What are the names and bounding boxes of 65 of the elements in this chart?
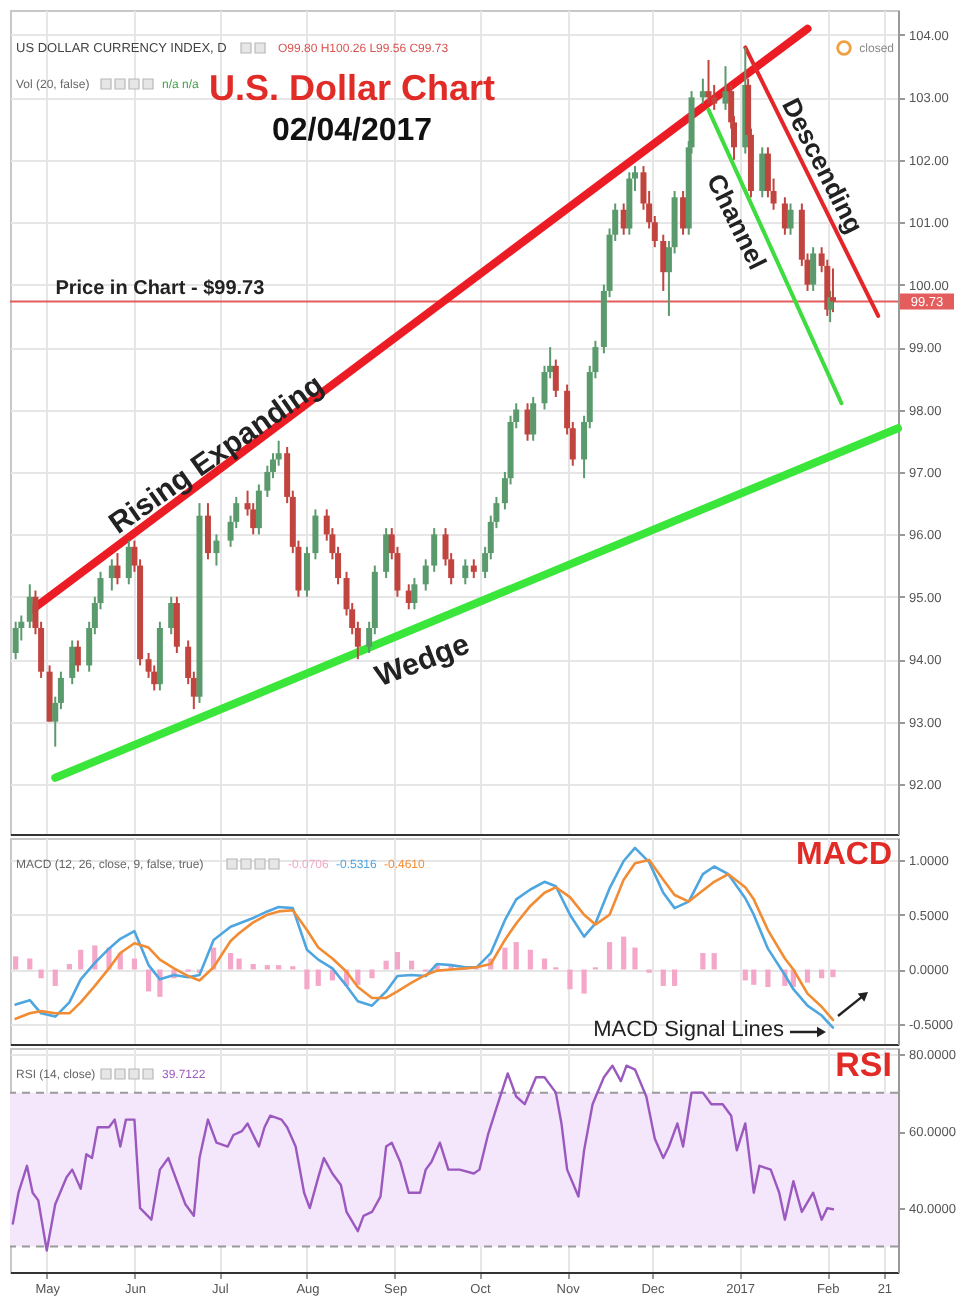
candlestick xyxy=(312,508,319,561)
candlestick xyxy=(422,558,429,592)
candlestick xyxy=(411,577,418,611)
bar xyxy=(819,969,825,979)
bar xyxy=(304,969,310,990)
annotation: MACD Signal Lines xyxy=(593,1018,785,1042)
bar xyxy=(671,969,678,986)
candlestick xyxy=(705,58,712,105)
bar xyxy=(315,969,321,986)
candlestick xyxy=(462,558,469,586)
bar xyxy=(632,947,638,970)
text: 02/04/2017 xyxy=(271,114,433,148)
candlestick xyxy=(12,620,19,661)
bar xyxy=(394,951,401,970)
bar xyxy=(236,958,242,970)
candlestick xyxy=(470,558,477,580)
candlestick xyxy=(781,196,788,236)
bar xyxy=(502,947,508,970)
bar xyxy=(567,969,573,990)
annotation: Wedge xyxy=(370,627,475,695)
text: U.S. Dollar Chart xyxy=(208,68,496,108)
candlestick xyxy=(114,552,121,586)
bar xyxy=(527,949,533,970)
candlestick xyxy=(204,502,211,561)
candlestick xyxy=(787,202,794,236)
bar xyxy=(660,969,666,986)
candlestick xyxy=(383,527,390,580)
bar xyxy=(581,969,587,994)
candlestick xyxy=(722,65,729,111)
candlestick xyxy=(74,639,81,673)
bar xyxy=(700,953,706,970)
bar xyxy=(355,969,361,985)
bar xyxy=(751,969,757,985)
candlestick xyxy=(168,595,175,636)
candlestick xyxy=(699,77,706,105)
candlestick xyxy=(303,545,310,598)
bar xyxy=(711,953,717,970)
candlestick xyxy=(431,527,438,573)
annotation: Price in Chart - $99.73 xyxy=(55,277,266,300)
bar xyxy=(830,969,836,978)
candlestick xyxy=(173,595,180,654)
candlestick xyxy=(255,483,262,536)
candlestick xyxy=(530,396,537,442)
chart-title: MACD xyxy=(796,838,892,872)
bar xyxy=(606,942,613,970)
bar xyxy=(765,969,771,988)
candlestick xyxy=(552,358,559,399)
bar xyxy=(804,969,811,983)
chart-title: RSI xyxy=(835,1046,892,1084)
bar xyxy=(13,956,19,970)
candlestick xyxy=(660,233,667,292)
bar xyxy=(513,942,519,970)
candlestick xyxy=(810,246,817,292)
candlestick xyxy=(213,533,220,567)
bar xyxy=(369,969,375,979)
line-series xyxy=(11,1064,835,1252)
bar xyxy=(227,953,234,970)
bar xyxy=(52,969,58,986)
candlestick xyxy=(680,190,687,236)
candlestick xyxy=(69,639,76,686)
bar xyxy=(78,949,84,970)
bar xyxy=(38,969,44,979)
bar xyxy=(742,969,748,981)
bar xyxy=(145,969,152,992)
bar xyxy=(621,936,627,970)
